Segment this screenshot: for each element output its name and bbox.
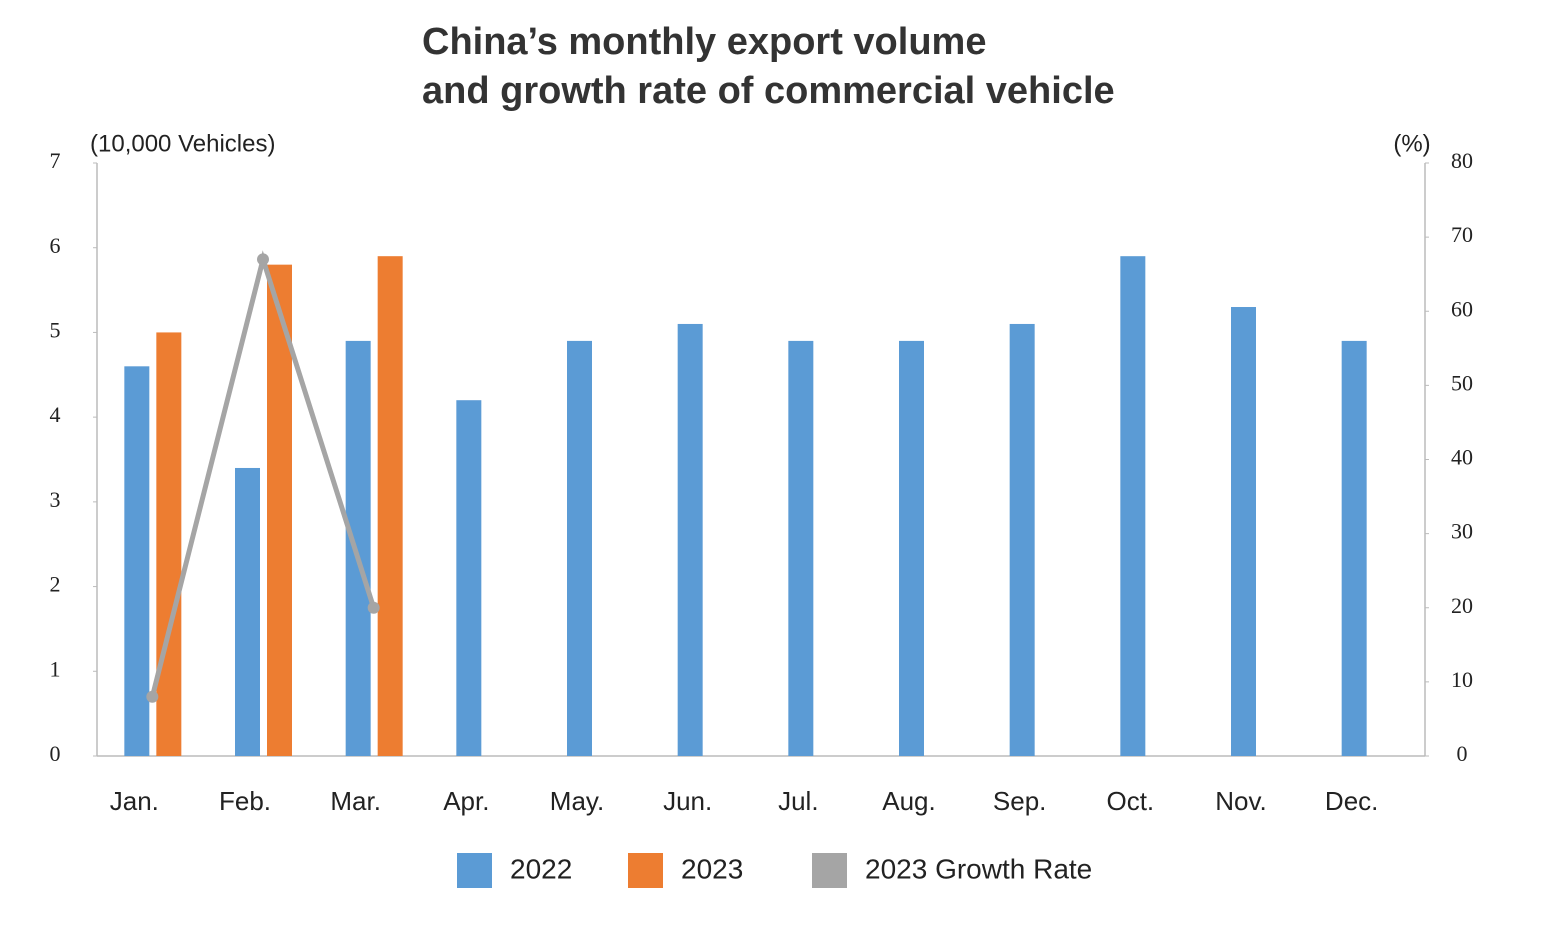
y2-tick-label: 0 — [1457, 741, 1468, 766]
y2-tick-label: 50 — [1451, 370, 1473, 395]
growth-point — [257, 253, 269, 266]
legend-label: 2023 — [681, 853, 743, 884]
bar — [899, 340, 924, 756]
y2-tick-label: 10 — [1451, 667, 1473, 692]
growth-line — [149, 250, 377, 698]
x-tick-label: Mar. — [330, 786, 381, 816]
bar — [1341, 340, 1367, 756]
y-tick-label: 0 — [50, 741, 61, 766]
x-tick-label: Feb. — [219, 786, 271, 816]
x-tick-label: Apr. — [443, 786, 489, 816]
bar — [1009, 323, 1035, 756]
y-tick-label: 6 — [50, 233, 61, 258]
x-tick-label: Nov. — [1215, 786, 1267, 816]
x-tick-label: Oct. — [1106, 786, 1154, 816]
y-tick-label: 1 — [50, 656, 61, 681]
bar — [156, 332, 182, 756]
y-tick-label: 5 — [50, 317, 61, 342]
bar — [377, 256, 403, 756]
y2-axis-label: (%) — [1393, 130, 1430, 157]
bar — [677, 323, 703, 756]
bar — [1120, 256, 1146, 756]
chart-title: China’s monthly export volume — [422, 21, 986, 63]
bar — [267, 264, 292, 756]
x-tick-label: Jan. — [110, 786, 159, 816]
x-tick-label: May. — [550, 786, 604, 816]
y2-tick-label: 80 — [1451, 148, 1473, 173]
y2-tick-label: 70 — [1451, 222, 1473, 247]
chart-title: and growth rate of commercial vehicle — [422, 70, 1115, 112]
legend-swatch — [457, 853, 492, 888]
y2-tick-label: 30 — [1451, 519, 1473, 544]
bar — [788, 340, 814, 756]
growth-point — [367, 601, 380, 614]
y2-tick-label: 60 — [1451, 296, 1473, 321]
y-tick-label: 7 — [50, 148, 61, 173]
x-tick-label: Jul. — [778, 786, 818, 816]
y-tick-label: 2 — [50, 572, 61, 597]
y-tick-label: 4 — [50, 402, 61, 427]
bar — [345, 340, 371, 756]
x-tick-label: Sep. — [993, 786, 1047, 816]
legend-swatch — [812, 853, 847, 888]
legend-label: 2022 — [510, 853, 572, 884]
legend-label: 2023 Growth Rate — [865, 853, 1092, 884]
legend-swatch — [628, 853, 663, 888]
x-tick-label: Aug. — [882, 786, 936, 816]
bar — [124, 366, 150, 756]
y2-tick-label: 20 — [1451, 593, 1473, 618]
y-axis-label: (10,000 Vehicles) — [90, 130, 275, 157]
growth-point — [146, 690, 159, 703]
x-tick-label: Jun. — [663, 786, 712, 816]
x-tick-label: Dec. — [1325, 786, 1378, 816]
bar — [456, 400, 482, 756]
bar — [1231, 307, 1256, 756]
bar — [567, 340, 592, 756]
y2-tick-label: 40 — [1451, 445, 1473, 470]
bar — [235, 467, 260, 756]
y-tick-label: 3 — [50, 487, 61, 512]
